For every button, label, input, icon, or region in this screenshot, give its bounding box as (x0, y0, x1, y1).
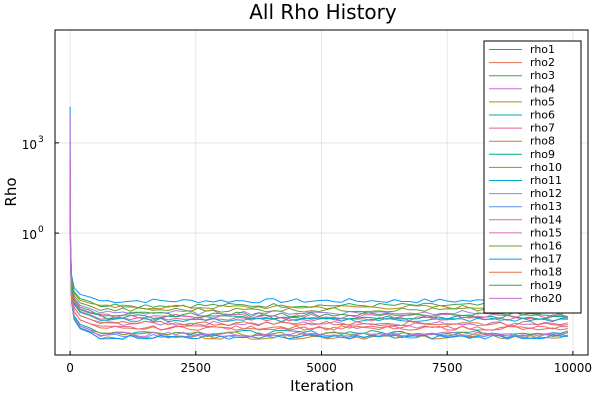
legend-label: rho1 (530, 43, 555, 56)
series-line-rho20 (69, 115, 568, 337)
legend-label: rho11 (530, 174, 562, 187)
series-line-rho1 (69, 106, 568, 304)
legend-label: rho12 (530, 187, 562, 200)
series-line-rho18 (69, 187, 568, 327)
x-tick-label: 10000 (554, 361, 592, 375)
legend-label: rho8 (530, 135, 555, 148)
legend-label: rho20 (530, 292, 562, 305)
legend-label: rho15 (530, 226, 562, 239)
series-lines (69, 106, 569, 340)
legend-label: rho2 (530, 56, 555, 69)
chart-title: All Rho History (249, 0, 397, 24)
legend-label: rho18 (530, 266, 562, 279)
y-tick-exponent: 3 (38, 135, 44, 145)
legend-label: rho19 (530, 279, 562, 292)
legend-label: rho6 (530, 109, 555, 122)
legend-label: rho10 (530, 161, 562, 174)
legend-label: rho7 (530, 122, 555, 135)
y-tick-label: 10 (22, 138, 37, 152)
series-line-rho17 (69, 196, 568, 340)
legend-label: rho4 (530, 82, 555, 95)
x-axis-label: Iteration (290, 377, 354, 395)
legend-label: rho13 (530, 200, 562, 213)
legend-label: rho9 (530, 148, 555, 161)
series-line-rho16 (69, 178, 568, 313)
y-axis-label: Rho (2, 177, 20, 206)
legend-label: rho5 (530, 95, 555, 108)
series-line-rho7 (69, 151, 568, 322)
x-tick-label: 5000 (306, 361, 337, 375)
y-tick-label: 10 (22, 228, 37, 242)
legend-label: rho17 (530, 253, 562, 266)
series-line-rho3 (69, 187, 568, 309)
series-line-rho15 (69, 169, 569, 319)
x-tick-label: 7500 (432, 361, 463, 375)
series-line-rho14 (69, 178, 568, 331)
legend-label: rho14 (530, 213, 562, 226)
x-tick-label: 0 (66, 361, 74, 375)
legend-label: rho3 (530, 69, 555, 82)
legend-label: rho16 (530, 240, 562, 253)
legend: rho1rho2rho3rho4rho5rho6rho7rho8rho9rho1… (483, 40, 582, 314)
x-tick-label: 2500 (181, 361, 212, 375)
series-line-rho19 (69, 183, 569, 318)
series-line-rho11 (69, 196, 568, 323)
legend-box (483, 40, 582, 314)
y-tick-exponent: 0 (38, 225, 44, 235)
